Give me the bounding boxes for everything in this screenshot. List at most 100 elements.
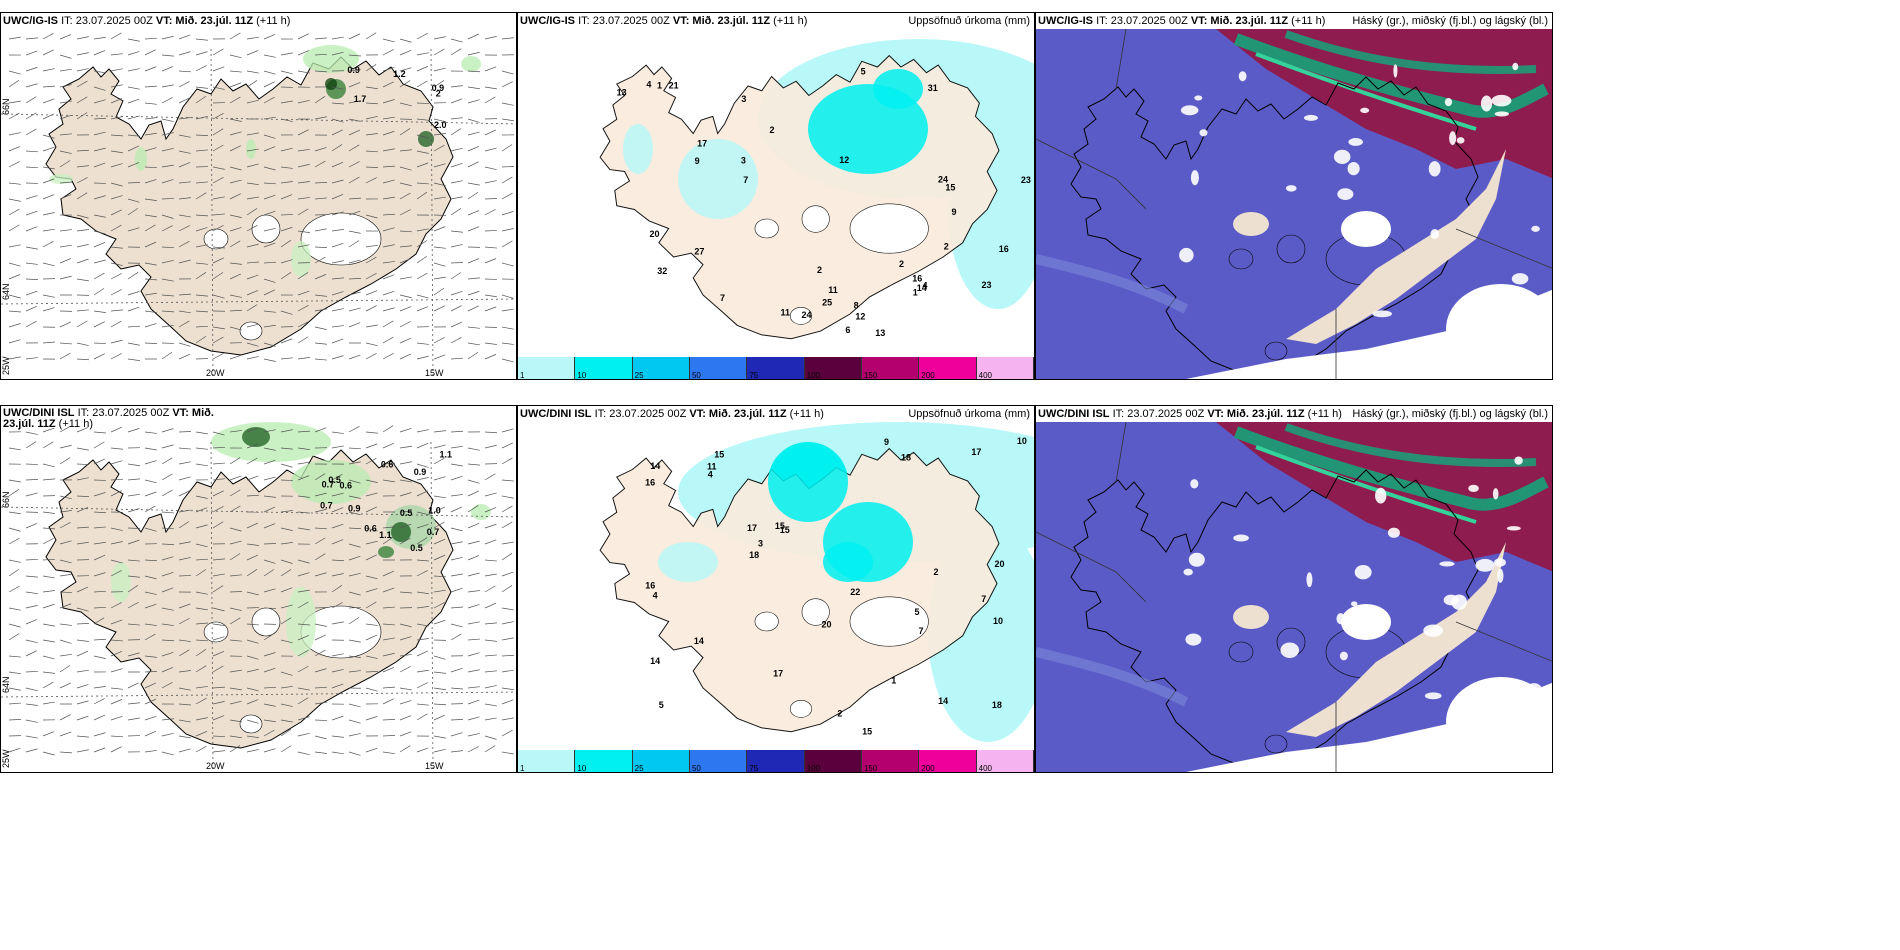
legend-tick-label: 200 [921,764,935,773]
wind-barb [42,113,55,120]
wind-barb [263,242,276,248]
wind-barb [42,603,55,609]
wind-barb [178,51,191,56]
panel-title: UWC/DINI ISL IT: 23.07.2025 00Z VT: Mið.… [3,407,214,430]
wind-barb [450,128,462,136]
wind-barb [467,351,479,360]
wind-barb [280,671,293,676]
wind-barb [76,586,89,593]
wind-barb [382,130,395,136]
iceland-coastline [45,56,454,356]
wind-barb [348,291,361,296]
wind-barb [263,719,276,723]
wind-barb [348,240,360,248]
wind-barb [195,431,208,435]
value-label: 7 [981,594,986,604]
wind-barb [144,715,157,721]
wind-barb [399,192,411,200]
wind-barb [25,670,39,673]
wind-barb [212,128,224,136]
wind-barb [8,323,21,328]
wind-barb [76,80,88,88]
wind-barb [195,272,207,280]
value-label: 17 [747,523,757,533]
wind-barb [416,80,428,88]
wind-barb [8,671,21,675]
value-label: 23 [1021,175,1031,185]
latitude-gridline [1,298,516,305]
clear-sky-patch [1179,247,1194,263]
wind-barb [93,36,106,40]
wind-barb [246,80,258,88]
value-label: 17 [971,447,981,457]
value-label: 9 [695,156,700,166]
wind-barb [331,355,344,360]
wind-barb [76,112,88,120]
wind-barb [382,353,394,360]
wind-barb [263,569,275,577]
wind-barb [382,526,395,529]
wind-barb [399,245,412,248]
wind-barb [314,649,326,657]
wind-barb [59,653,72,657]
legend-tick-label: 150 [863,371,878,380]
wind-barb [246,443,259,449]
region-boundary [1036,422,1552,772]
value-label: 15 [775,521,785,531]
wind-barb [365,747,378,753]
wind-barb [501,144,513,152]
wind-barb [484,147,497,152]
wind-barb [501,669,514,673]
wind-barb [297,697,309,705]
wind-barb [59,540,72,545]
wind-barb [314,294,327,297]
wind-barb [229,273,242,280]
precip-area-inland [823,542,873,582]
wind-barb [144,147,157,152]
wind-barb [127,652,140,657]
clear-sky-patch [1491,94,1512,107]
wind-barb [331,325,344,328]
wind-barb [280,338,293,344]
wind-barb [8,702,21,705]
wind-barb [59,559,72,564]
wind-barb [161,511,174,514]
clear-sky-patch [1465,301,1485,312]
wind-barb [25,96,37,104]
wind-barb [501,308,514,312]
wind-barb [144,310,157,313]
wind-barb [399,461,412,465]
wind-barb [297,321,309,328]
iceland-coastline [45,449,454,749]
precip-shading [291,460,371,504]
wind-barb [212,715,225,721]
wind-barb [42,441,54,449]
wind-barb [59,114,72,120]
wind-barb [195,649,207,657]
mid-cloud-band [1255,52,1477,131]
wind-barb [501,166,515,168]
wind-barb [229,489,241,497]
precip-shading [303,45,359,73]
value-label: 4 [653,591,658,601]
wind-barb [8,100,21,104]
clear-sky-patch [1497,568,1504,583]
wind-barb [348,33,360,40]
wind-barb [93,259,106,264]
wind-barb [144,66,157,72]
wind-barb [263,324,276,328]
wind-barb [416,537,428,545]
wind-barb [399,445,412,449]
wind-barb [178,575,192,577]
precip-legend: 1 10 25 50 75 100 150 200 400 [518,750,1034,772]
wind-barb [416,162,429,168]
wind-barb [280,147,293,152]
wind-barb [144,591,157,595]
wind-barb [76,244,89,248]
glacier-myrdalsjokull [789,700,813,718]
wind-barb [127,493,140,497]
wind-barb [467,621,480,625]
wind-barb [433,671,446,674]
wind-barb [297,304,309,312]
wind-barb [25,591,38,595]
